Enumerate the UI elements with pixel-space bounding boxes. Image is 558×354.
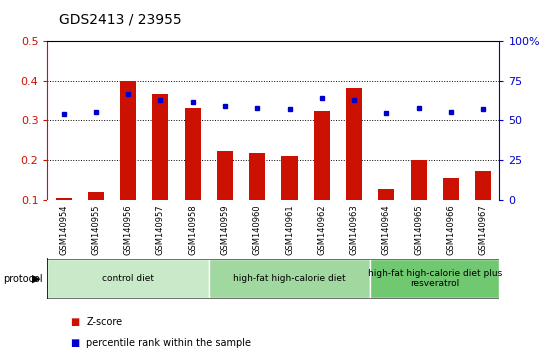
Text: ■: ■ [70,338,79,348]
Text: GSM140958: GSM140958 [188,205,197,255]
Text: GSM140966: GSM140966 [446,205,455,256]
Bar [378,189,395,200]
Bar [120,80,136,200]
Bar [411,160,427,200]
Bar [185,108,201,200]
Text: GSM140965: GSM140965 [414,205,423,255]
Text: percentile rank within the sample: percentile rank within the sample [86,338,252,348]
Bar [217,151,233,200]
Text: GSM140967: GSM140967 [479,205,488,256]
Text: GSM140955: GSM140955 [92,205,100,255]
Text: protocol: protocol [3,274,42,284]
Text: GSM140962: GSM140962 [318,205,326,255]
Bar [475,171,492,200]
Text: GSM140961: GSM140961 [285,205,294,255]
Bar [249,153,266,200]
Text: GSM140964: GSM140964 [382,205,391,255]
Text: Z-score: Z-score [86,317,123,327]
Text: high-fat high-calorie diet: high-fat high-calorie diet [233,274,346,283]
Text: control diet: control diet [102,274,154,283]
Bar [371,259,499,298]
Bar [443,178,459,200]
Text: GSM140959: GSM140959 [220,205,229,255]
Bar [281,156,297,200]
Text: ▶: ▶ [32,274,41,284]
Text: GSM140960: GSM140960 [253,205,262,255]
Text: ■: ■ [70,317,79,327]
Text: GSM140957: GSM140957 [156,205,165,255]
Bar [346,88,362,200]
Bar [209,259,371,298]
Bar [314,111,330,200]
Text: high-fat high-calorie diet plus
resveratrol: high-fat high-calorie diet plus resverat… [368,269,502,289]
Bar [88,192,104,200]
Bar [47,259,209,298]
Bar [152,95,169,200]
Bar [55,198,71,200]
Text: GDS2413 / 23955: GDS2413 / 23955 [59,12,181,27]
Text: GSM140954: GSM140954 [59,205,68,255]
Text: GSM140963: GSM140963 [350,205,359,256]
Text: GSM140956: GSM140956 [124,205,133,255]
